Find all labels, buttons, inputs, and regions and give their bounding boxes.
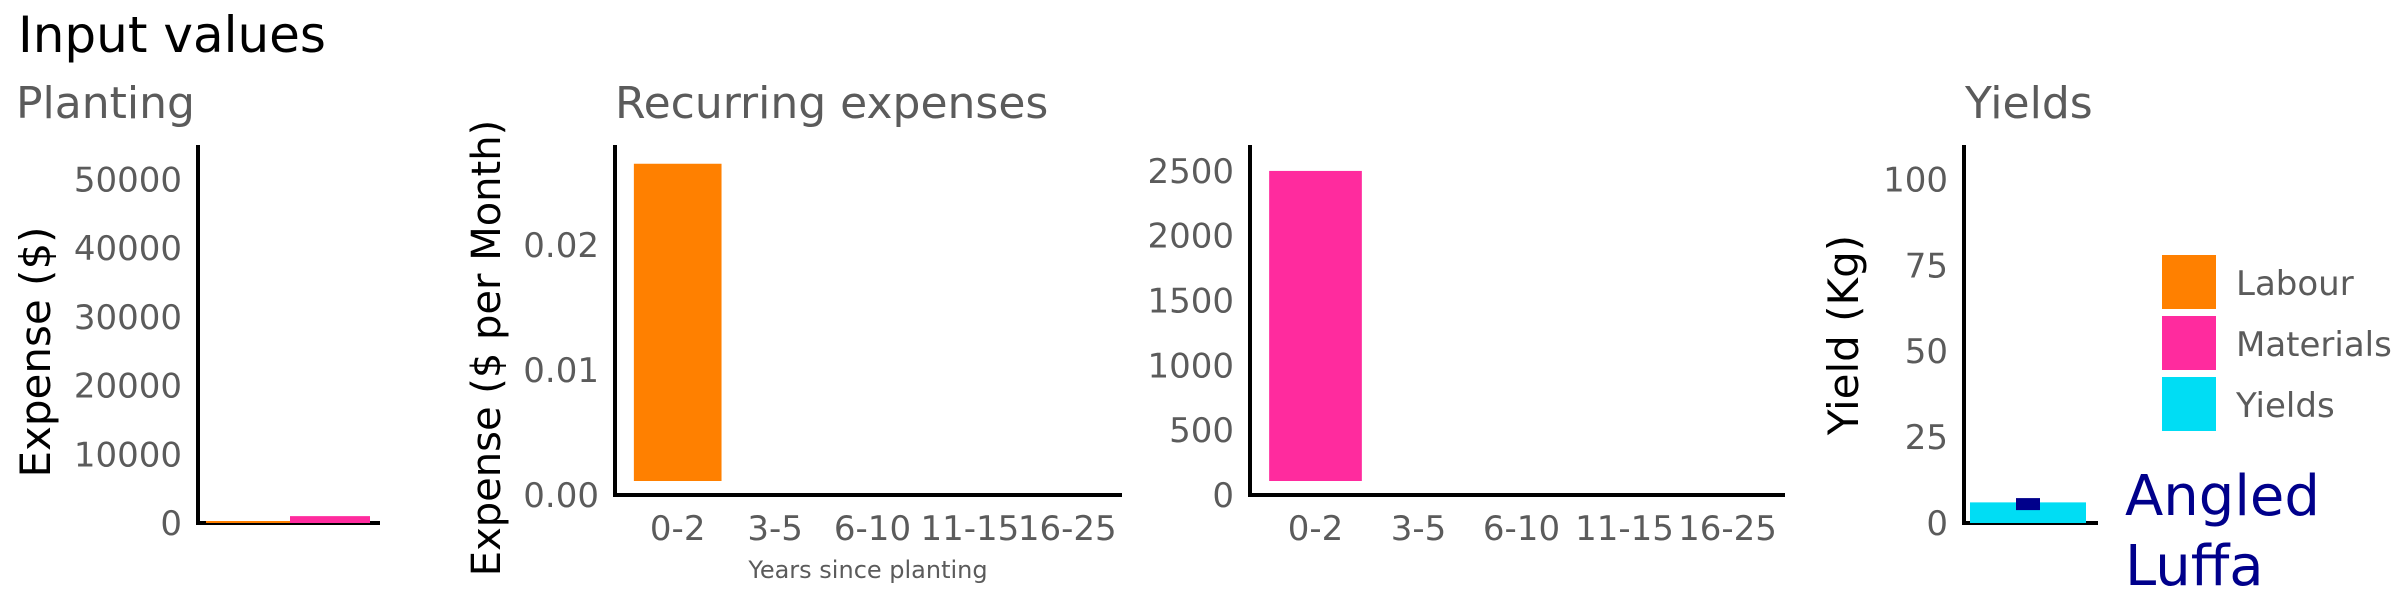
bar: [290, 516, 370, 523]
x-tick-label: 11-15: [921, 509, 1020, 549]
panel-title: Planting: [16, 78, 195, 129]
y-tick-label: 1500: [1147, 282, 1234, 322]
y-tick-label: 10000: [74, 435, 182, 475]
y-tick-label: 0: [1926, 504, 1948, 544]
y-tick-label: 30000: [74, 298, 182, 338]
y-tick-label: 0: [160, 504, 182, 544]
y-axis-label: Expense ($): [11, 226, 60, 477]
panels: 01000020000300004000050000PlantingExpens…: [11, 78, 2320, 599]
x-axis-label: Years since planting: [747, 556, 987, 584]
bar: [206, 521, 290, 523]
y-tick-label: 50: [1905, 332, 1948, 372]
x-tick-label: 6-10: [834, 509, 911, 549]
bar: [1269, 170, 1362, 482]
legend-swatch: [2162, 377, 2216, 431]
y-tick-label: 20000: [74, 367, 182, 407]
x-tick-label: 16-25: [1678, 509, 1777, 549]
legend-label: Materials: [2236, 325, 2392, 365]
x-tick-label: 0-2: [650, 509, 706, 549]
panel-title: Recurring expenses: [615, 78, 1048, 129]
page-title: Input values: [18, 6, 326, 64]
x-tick-label: 3-5: [1391, 509, 1447, 549]
y-tick-label: 100: [1883, 160, 1948, 200]
x-tick-label: 0-2: [1288, 509, 1344, 549]
legend: Labour Materials Yields: [2162, 255, 2392, 431]
y-tick-label: 25: [1905, 418, 1948, 458]
y-tick-label: 2500: [1147, 152, 1234, 192]
y-tick-label: 40000: [74, 229, 182, 269]
x-tick-label: 11-15: [1575, 509, 1674, 549]
legend-label: Yields: [2235, 386, 2335, 426]
y-tick-label: 0: [1212, 476, 1234, 516]
y-tick-label: 2000: [1147, 217, 1234, 257]
y-tick-label: 50000: [74, 160, 182, 200]
bar: [633, 163, 722, 481]
crop-label: Luffa: [2125, 534, 2264, 599]
crop-label: Angled: [2125, 464, 2320, 529]
y-tick-label: 1000: [1147, 346, 1234, 386]
y-tick-label: 0.00: [523, 476, 599, 516]
legend-label: Labour: [2236, 264, 2354, 304]
bar: [1970, 502, 2086, 523]
panel-title: Yields: [1964, 78, 2093, 129]
y-tick-label: 0.01: [523, 351, 599, 391]
legend-swatch: [2162, 255, 2216, 309]
y-axis-label: Expense ($ per Month): [464, 120, 510, 576]
x-tick-label: 6-10: [1483, 509, 1560, 549]
y-tick-label: 0.02: [523, 226, 599, 266]
y-axis-label: Yield (Kg): [1819, 235, 1868, 436]
legend-swatch: [2162, 316, 2216, 370]
x-tick-label: 3-5: [747, 509, 803, 549]
yield-marker: [2016, 498, 2040, 511]
y-tick-label: 75: [1905, 246, 1948, 286]
y-tick-label: 500: [1169, 411, 1234, 451]
x-tick-label: 16-25: [1018, 509, 1117, 549]
